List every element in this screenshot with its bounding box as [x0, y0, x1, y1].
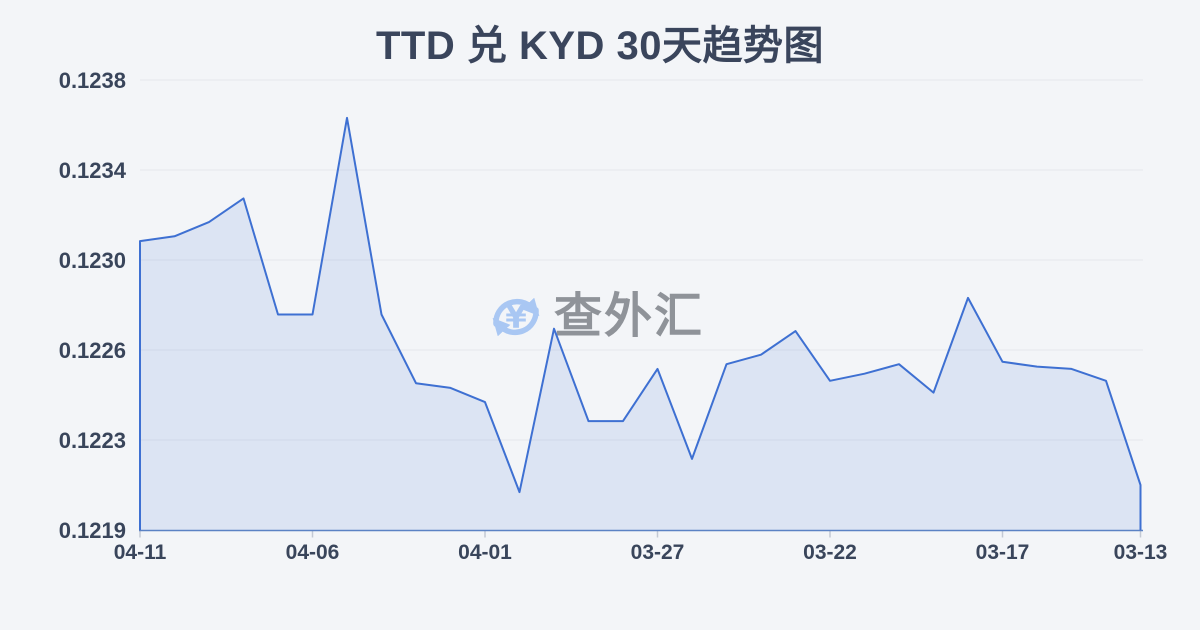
x-tick-label: 04-06: [286, 541, 340, 564]
y-tick-label: 0.1234: [59, 158, 127, 183]
y-tick-label: 0.1223: [59, 428, 126, 453]
trend-area: [140, 117, 1141, 531]
x-tick-label: 04-01: [458, 541, 512, 564]
y-tick-label: 0.1226: [59, 338, 126, 363]
y-tick-label: 0.1219: [59, 518, 126, 543]
x-tick-label: 04-11: [114, 541, 167, 564]
watermark: ¥ 查外汇: [487, 288, 704, 346]
y-tick-label: 0.1238: [59, 68, 126, 93]
watermark-text: 查外汇: [554, 290, 705, 343]
x-tick-label: 03-22: [803, 541, 857, 564]
x-tick-label: 03-17: [976, 541, 1030, 564]
x-tick-label: 03-27: [631, 541, 685, 564]
trend-line: [139, 116, 1142, 530]
x-tick-label: 03-13: [1114, 541, 1168, 564]
currency-exchange-icon: ¥: [492, 297, 540, 337]
svg-text:¥: ¥: [505, 300, 527, 336]
y-tick-label: 0.1230: [59, 248, 126, 273]
chart-title: TTD 兑 KYD 30天趋势图: [375, 24, 825, 68]
